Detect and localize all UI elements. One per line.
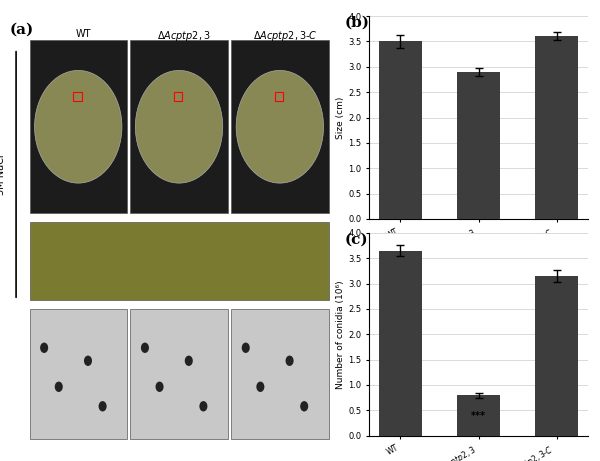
Circle shape xyxy=(136,71,223,183)
Text: ***: *** xyxy=(471,412,486,421)
Bar xyxy=(457,72,500,219)
Circle shape xyxy=(40,343,48,353)
Text: $\Delta Acptp2,3$: $\Delta Acptp2,3$ xyxy=(157,30,211,43)
Circle shape xyxy=(35,71,122,183)
Circle shape xyxy=(55,382,63,392)
Text: (c): (c) xyxy=(345,233,368,247)
Circle shape xyxy=(286,355,293,366)
Bar xyxy=(29,40,127,213)
Bar xyxy=(457,395,500,436)
Circle shape xyxy=(236,71,323,183)
Bar xyxy=(379,251,422,436)
Y-axis label: Size (cm): Size (cm) xyxy=(337,96,346,139)
Circle shape xyxy=(155,382,164,392)
Text: (a): (a) xyxy=(10,23,34,37)
Circle shape xyxy=(84,355,92,366)
Bar xyxy=(231,309,329,439)
Bar xyxy=(29,222,329,300)
Bar xyxy=(535,276,578,436)
Circle shape xyxy=(300,401,308,412)
Bar xyxy=(275,92,283,101)
Bar xyxy=(231,40,329,213)
Text: 3M NaCl: 3M NaCl xyxy=(0,154,6,195)
Bar xyxy=(73,92,82,101)
Circle shape xyxy=(141,343,149,353)
Circle shape xyxy=(199,401,208,412)
Text: $\Delta Acptp2,3$-$C$: $\Delta Acptp2,3$-$C$ xyxy=(253,30,317,43)
Y-axis label: Number of conidia (10⁶): Number of conidia (10⁶) xyxy=(337,280,346,389)
Bar xyxy=(379,41,422,219)
Bar xyxy=(174,92,182,101)
Circle shape xyxy=(98,401,107,412)
Bar xyxy=(29,309,127,439)
Bar xyxy=(130,40,228,213)
Text: (b): (b) xyxy=(345,16,370,30)
Circle shape xyxy=(185,355,193,366)
Text: WT: WT xyxy=(76,30,91,39)
Circle shape xyxy=(242,343,250,353)
Bar xyxy=(535,36,578,219)
Bar xyxy=(130,309,228,439)
Circle shape xyxy=(256,382,265,392)
